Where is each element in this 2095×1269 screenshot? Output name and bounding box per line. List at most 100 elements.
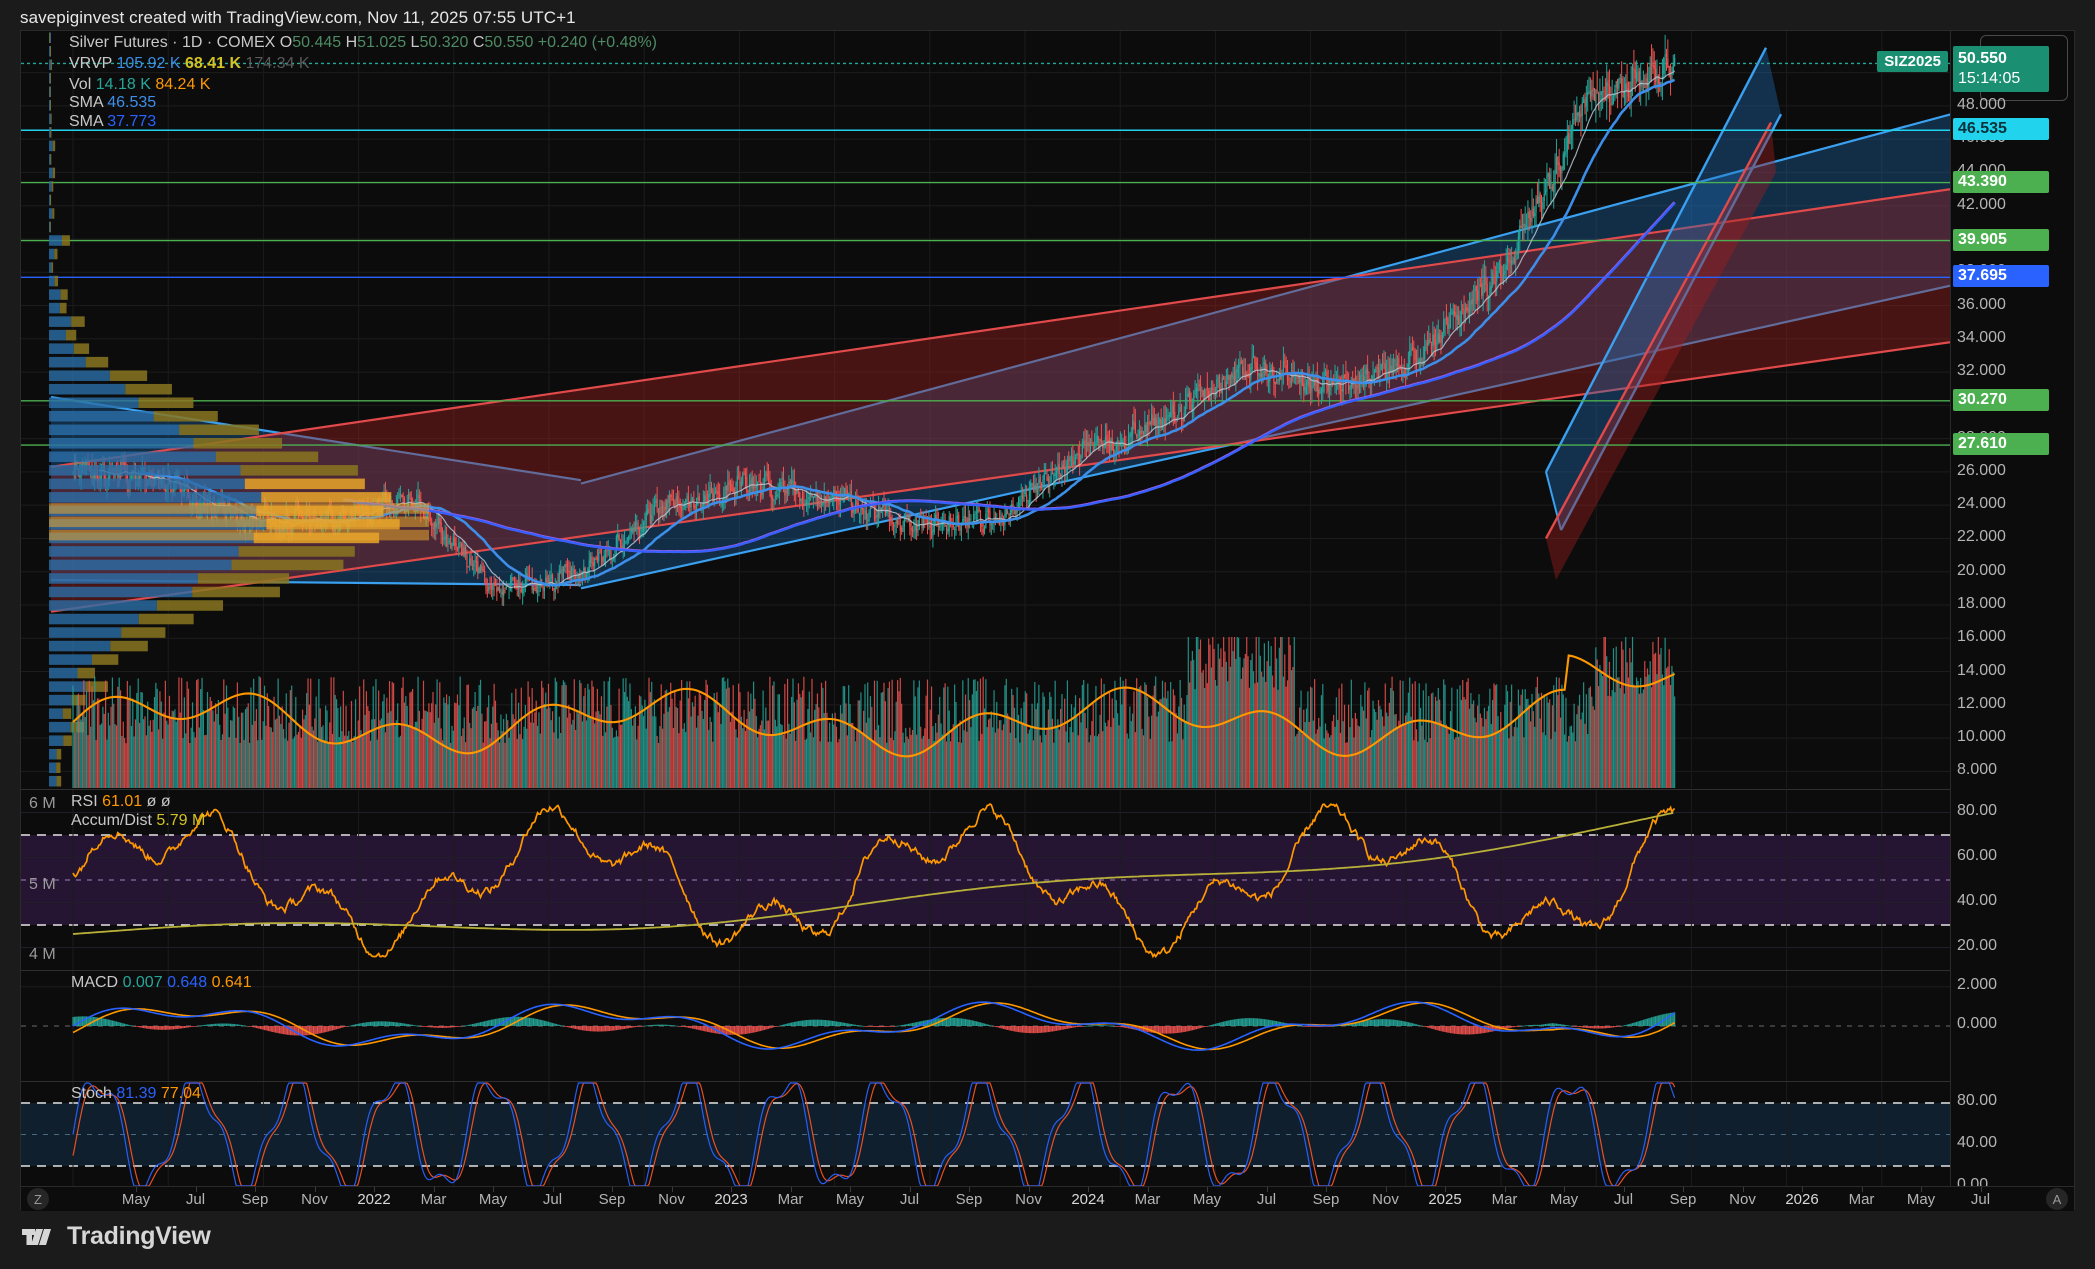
time-axis-label: Nov: [301, 1191, 328, 1208]
price-axis-tick: 20.000: [1957, 561, 2006, 579]
rsi-label: RSI: [71, 793, 98, 810]
credit-line: savepiginvest created with TradingView.c…: [20, 8, 576, 27]
macd-legend[interactable]: MACD 0.007 0.648 0.641: [71, 973, 252, 993]
price-level-tag[interactable]: 27.610: [1953, 433, 2049, 456]
macd-label: MACD: [71, 974, 119, 991]
time-axis-label: Mar: [777, 1191, 804, 1208]
time-axis-tick: [1921, 1187, 1922, 1192]
vrvp-value-3: 174.34 K: [245, 55, 310, 72]
symbol-exchange: COMEX: [216, 34, 276, 51]
time-axis-tick: [552, 1187, 554, 1192]
time-axis-tick: [493, 1187, 494, 1192]
vrvp-label: VRVP: [69, 55, 112, 72]
ohlc-o-value: 50.445: [292, 34, 342, 51]
time-axis-label: 2022: [357, 1191, 391, 1208]
price-axis[interactable]: USD apoz 48.00046.00044.00042.00040.0003…: [1950, 31, 2074, 1193]
price-level-tag[interactable]: 30.270: [1953, 388, 2049, 411]
auto-scale-badge[interactable]: A: [2046, 1188, 2068, 1210]
macd-value-1: 0.007: [122, 974, 163, 991]
timezone-badge[interactable]: Z: [27, 1188, 49, 1210]
symbol-interval: 1D: [181, 34, 203, 51]
time-axis-tick: [1207, 1187, 1208, 1192]
stoch-axis-tick: 80.00: [1957, 1092, 1998, 1109]
accumdist-legend[interactable]: Accum/Dist 5.79 M: [71, 811, 205, 831]
rsi-value: 61.01: [102, 793, 143, 810]
volume-legend[interactable]: Vol 14.18 K 84.24 K: [69, 75, 210, 95]
time-axis-label: Sep: [1312, 1191, 1340, 1208]
rsi-legend[interactable]: RSI 61.01 ø ø: [71, 792, 171, 812]
sma1-label: SMA: [69, 94, 103, 111]
time-axis-label: Jul: [899, 1191, 920, 1208]
rsi-axis-tick: 40.00: [1957, 891, 1998, 909]
price-level-tag[interactable]: 46.535: [1953, 118, 2049, 141]
time-axis-label: Jul: [1970, 1191, 1991, 1208]
price-pane[interactable]: [21, 31, 1950, 788]
symbol-legend[interactable]: Silver Futures · 1D · COMEX O50.445 H51.…: [69, 33, 657, 53]
time-axis-label: Sep: [241, 1191, 269, 1208]
time-axis-tick: [1742, 1187, 1744, 1192]
sma2-legend[interactable]: SMA 37.773: [69, 112, 156, 132]
time-axis-label: 2026: [1785, 1191, 1819, 1208]
price-axis-tick: 48.000: [1957, 95, 2006, 113]
rsi-accumdist-pane[interactable]: [21, 789, 1950, 970]
time-axis-label: Jul: [185, 1191, 206, 1208]
time-axis-label: Mar: [1134, 1191, 1161, 1208]
tradingview-wordmark: TradingView: [67, 1222, 211, 1250]
time-axis-tick: [1623, 1187, 1625, 1192]
accumdist-axis-tick: 6 M: [29, 795, 56, 812]
time-axis-label: Jul: [1256, 1191, 1277, 1208]
time-axis-tick: [671, 1187, 673, 1192]
price-axis-tick: 18.000: [1957, 594, 2006, 612]
legend-sep-2: ·: [206, 34, 213, 51]
time-axis-tick: [1683, 1187, 1684, 1192]
stoch-value-1: 81.39: [116, 1085, 157, 1102]
price-axis-tick: 10.000: [1957, 728, 2006, 746]
sma2-label: SMA: [69, 113, 103, 130]
time-axis[interactable]: Z A May Jul Sep Nov 2022 Mar May Jul Sep Nov 2023 M…: [21, 1186, 2074, 1211]
price-level-tag[interactable]: 37.695: [1953, 265, 2049, 288]
price-axis-tick: 42.000: [1957, 195, 2006, 213]
stoch-label: Stoch: [71, 1085, 112, 1102]
time-axis-label: Nov: [658, 1191, 685, 1208]
time-axis-label: Nov: [1015, 1191, 1042, 1208]
macd-axis-tick: 2.000: [1957, 975, 1998, 993]
rsi-axis-tick: 80.00: [1957, 801, 1998, 819]
macd-value-2: 0.648: [167, 974, 208, 991]
time-axis-tick: [1028, 1187, 1030, 1192]
macd-pane[interactable]: [21, 970, 1950, 1081]
vrvp-legend[interactable]: VRVP 105.92 K 68.41 K 174.34 K: [69, 54, 310, 74]
ohlc-l-value: 50.320: [419, 34, 469, 51]
rsi-axis-tick: 60.00: [1957, 846, 1998, 864]
stoch-pane[interactable]: [21, 1081, 1950, 1187]
time-axis-tick: [255, 1187, 256, 1192]
sma1-value: 46.535: [107, 94, 157, 111]
last-price-tag[interactable]: 50.550 15:14:05: [1953, 46, 2049, 93]
time-axis-tick: [1147, 1187, 1149, 1192]
time-axis-label: Mar: [1848, 1191, 1875, 1208]
price-level-tag[interactable]: 39.905: [1953, 228, 2049, 251]
ohlc-change: +0.240 (+0.48%): [537, 34, 657, 51]
time-axis-tick: [433, 1187, 435, 1192]
time-axis-tick: [314, 1187, 316, 1192]
time-axis-tick: [1564, 1187, 1565, 1192]
ohlc-c-value: 50.550: [484, 34, 534, 51]
time-axis-label: Mar: [420, 1191, 447, 1208]
time-axis-label: May: [1192, 1191, 1222, 1208]
macd-value-3: 0.641: [211, 974, 252, 991]
time-axis-tick: [909, 1187, 911, 1192]
ohlc-o-label: O: [279, 34, 293, 51]
price-level-tag[interactable]: 43.390: [1953, 170, 2049, 193]
time-axis-label: Nov: [1372, 1191, 1399, 1208]
tradingview-logo-icon: [22, 1226, 56, 1248]
time-axis-label: Nov: [1729, 1191, 1756, 1208]
time-axis-tick: [1326, 1187, 1327, 1192]
ticker-tag[interactable]: SIZ2025: [1877, 51, 1948, 73]
ohlc-c-label: C: [472, 34, 485, 51]
time-axis-tick: [1861, 1187, 1863, 1192]
time-axis-label: 2024: [1071, 1191, 1105, 1208]
sma1-legend[interactable]: SMA 46.535: [69, 93, 156, 113]
time-axis-tick: [1385, 1187, 1387, 1192]
time-axis-label: May: [835, 1191, 865, 1208]
stoch-legend[interactable]: Stoch 81.39 77.04: [71, 1084, 201, 1104]
